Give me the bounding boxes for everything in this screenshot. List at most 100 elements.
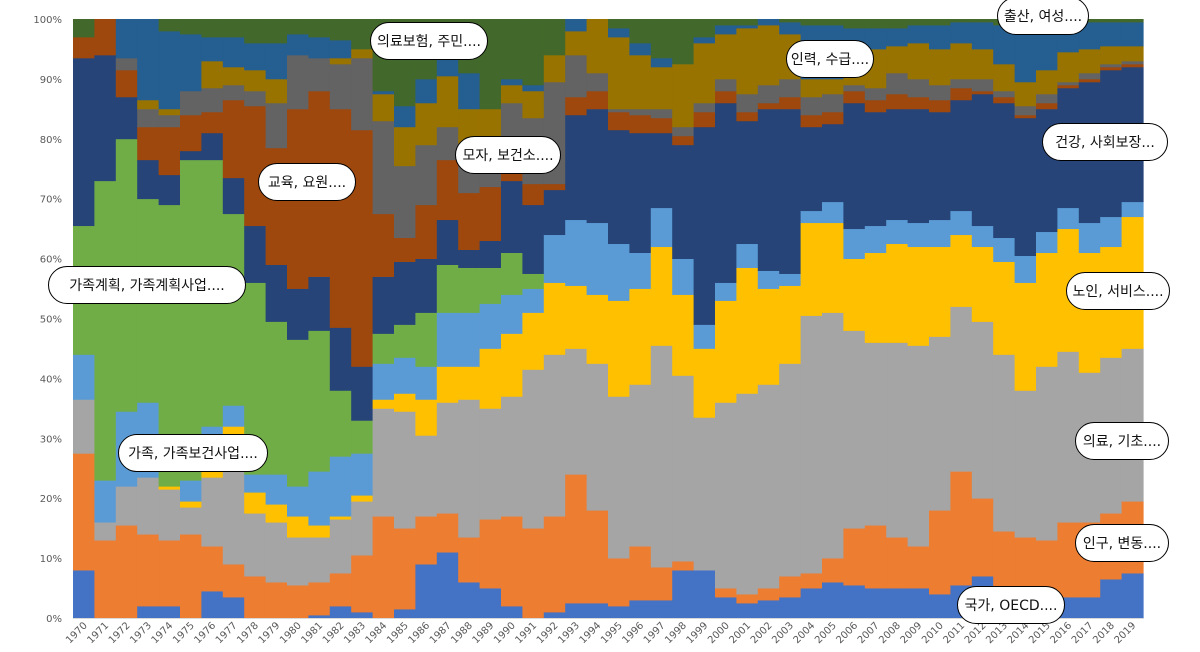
- callout-family-planning: 가족계획, 가족계획사업....: [48, 266, 246, 304]
- area-segment-series-8-2005: [822, 93, 844, 113]
- area-segment-series-5-1977: [222, 213, 245, 406]
- area-segment-series-4-2010: [929, 219, 951, 248]
- area-segment-series-11-2011: [950, 19, 973, 23]
- area-segment-series-9-2004: [800, 78, 823, 98]
- area-segment-series-3-1998: [672, 294, 695, 376]
- x-tick-label: 1973: [128, 620, 154, 646]
- area-segment-series-6-2013: [993, 102, 1016, 239]
- area-segment-series-8-1995: [608, 108, 630, 113]
- area-segment-series-5-1982: [329, 390, 352, 457]
- area-segment-series-1-2001: [736, 594, 759, 604]
- area-segment-series-4-2019: [1121, 201, 1144, 218]
- area-segment-series-4-2009: [907, 222, 930, 248]
- area-segment-series-8-2001: [736, 93, 759, 113]
- x-tick-label: 1977: [214, 620, 240, 646]
- area-segment-series-8-1980: [287, 54, 309, 110]
- area-segment-series-7-2007: [864, 99, 887, 113]
- area-segment-series-6-2014: [1014, 117, 1037, 257]
- x-tick-label: 1982: [321, 620, 347, 646]
- area-segment-series-6-1976: [201, 132, 224, 161]
- area-segment-series-8-1976: [201, 87, 224, 113]
- area-segment-series-7-1995: [608, 111, 630, 131]
- area-segment-series-9-1973: [137, 99, 160, 110]
- area-segment-series-2-2013: [993, 354, 1016, 532]
- area-segment-series-4-2015: [1036, 231, 1058, 254]
- area-segment-series-1-1973: [137, 534, 160, 607]
- area-segment-series-7-1982: [329, 108, 352, 328]
- x-tick-label: 1992: [535, 620, 561, 646]
- area-segment-series-4-2002: [757, 270, 780, 289]
- area-segment-series-1-2008: [886, 537, 909, 589]
- area-segment-series-6-2010: [929, 111, 951, 221]
- area-segment-series-10-1986: [415, 78, 438, 104]
- area-segment-series-1-2005: [822, 558, 844, 583]
- area-segment-series-7-2002: [757, 102, 780, 110]
- x-tick-label: 2019: [1113, 620, 1139, 646]
- area-segment-series-10-1991: [522, 84, 545, 92]
- area-segment-series-4-1971: [94, 480, 117, 523]
- area-segment-series-11-1999: [693, 19, 716, 38]
- area-segment-series-11-2006: [843, 19, 866, 29]
- area-segment-series-7-1972: [115, 69, 138, 98]
- area-segment-series-0-1990: [501, 606, 523, 619]
- area-segment-series-10-2003: [779, 22, 802, 35]
- area-segment-series-7-1973: [137, 126, 160, 161]
- area-segment-series-2-1978: [244, 513, 267, 577]
- area-segment-series-11-1979: [265, 19, 288, 44]
- area-segment-series-4-1980: [287, 486, 309, 517]
- area-segment-series-9-1974: [158, 108, 181, 116]
- area-segment-series-7-1992: [543, 183, 566, 191]
- area-segment-series-3-1996: [629, 288, 652, 385]
- area-segment-series-10-2007: [864, 27, 887, 50]
- area-segment-series-4-2000: [715, 282, 737, 301]
- area-segment-series-6-2006: [843, 102, 866, 230]
- area-segment-series-8-1972: [115, 57, 138, 71]
- area-segment-series-10-2001: [736, 24, 759, 29]
- y-tick-label: 30%: [40, 434, 62, 445]
- area-segment-series-0-2003: [779, 597, 802, 619]
- area-segment-series-1-1986: [415, 516, 438, 565]
- area-segment-series-1-2012: [971, 498, 994, 577]
- area-segment-series-6-1987: [436, 219, 459, 265]
- area-segment-series-9-1991: [522, 90, 545, 119]
- area-segment-series-7-1984: [372, 213, 395, 277]
- area-segment-series-4-1986: [415, 366, 438, 400]
- area-segment-series-8-1985: [394, 165, 416, 239]
- area-segment-series-6-1992: [543, 189, 566, 236]
- area-segment-series-10-2009: [907, 24, 930, 44]
- area-segment-series-1-2015: [1036, 540, 1058, 598]
- area-segment-series-3-2000: [715, 300, 737, 403]
- area-segment-series-1-1995: [608, 558, 630, 607]
- area-segment-series-1-1976: [201, 546, 224, 592]
- area-segment-series-8-1994: [586, 72, 609, 92]
- area-segment-series-11-2018: [1100, 19, 1123, 23]
- area-segment-series-11-2003: [779, 19, 802, 23]
- area-segment-series-7-1997: [650, 117, 673, 134]
- area-segment-series-6-1982: [329, 327, 352, 391]
- area-segment-series-11-1981: [308, 19, 331, 38]
- area-segment-series-3-1994: [586, 294, 609, 364]
- area-segment-series-11-1978: [244, 19, 267, 44]
- x-tick-label: 2018: [1091, 620, 1117, 646]
- x-tick-label: 1986: [406, 620, 432, 646]
- area-segment-series-3-2009: [907, 246, 930, 346]
- area-segment-series-8-2014: [1014, 105, 1037, 116]
- area-segment-series-4-1987: [436, 312, 459, 367]
- area-segment-series-7-2013: [993, 96, 1016, 104]
- area-segment-series-3-1997: [650, 246, 673, 346]
- area-segment-series-9-2012: [971, 48, 994, 80]
- area-segment-series-6-2000: [715, 102, 737, 283]
- area-segment-series-6-2011: [950, 99, 973, 212]
- area-segment-series-1-2006: [843, 528, 866, 586]
- area-segment-series-11-2019: [1121, 19, 1144, 23]
- area-segment-series-6-1983: [351, 366, 374, 421]
- area-segment-series-1-1971: [94, 540, 117, 619]
- area-segment-series-3-2002: [757, 288, 780, 385]
- area-segment-series-4-1981: [308, 471, 331, 526]
- area-segment-series-4-2003: [779, 273, 802, 286]
- area-segment-series-8-1983: [351, 57, 374, 131]
- callout-health-social-security: 건강, 사회보장...: [1042, 123, 1168, 161]
- x-tick-label: 1985: [385, 620, 411, 646]
- area-segment-series-2-1989: [479, 408, 502, 520]
- area-segment-series-9-1986: [415, 102, 438, 146]
